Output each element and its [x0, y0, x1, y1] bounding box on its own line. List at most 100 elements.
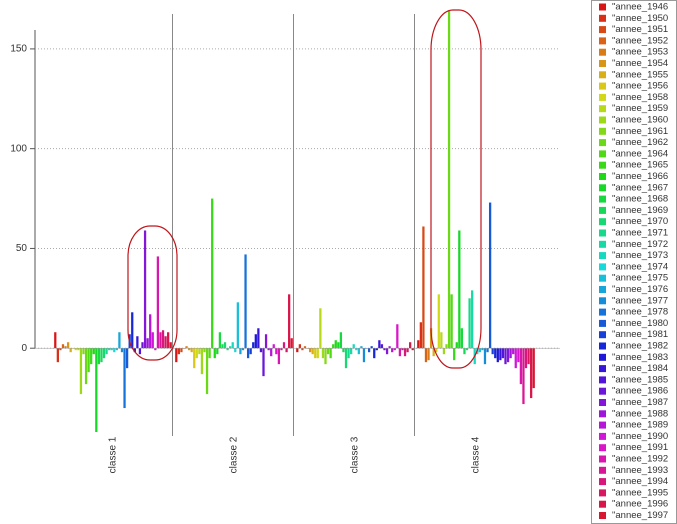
bar — [440, 332, 443, 349]
bar — [118, 332, 121, 349]
bar — [401, 348, 404, 351]
legend-swatch — [599, 399, 606, 406]
bar — [282, 342, 286, 349]
bar — [339, 332, 343, 349]
bar — [154, 348, 157, 351]
bar — [301, 348, 304, 351]
legend-label: "annee_1955 — [612, 69, 668, 80]
legend-label: "annee_1997 — [612, 510, 668, 521]
bar — [239, 348, 242, 355]
legend-swatch — [599, 116, 606, 124]
legend-swatch — [599, 489, 606, 497]
legend-label: "annee_1986 — [612, 386, 668, 397]
legend-label: "annee_1976 — [612, 284, 668, 295]
bar — [262, 348, 265, 377]
bar — [285, 348, 288, 353]
bar — [200, 348, 204, 375]
legend-swatch — [599, 127, 606, 135]
legend-swatch — [599, 444, 606, 452]
legend-swatch — [599, 376, 606, 384]
bar — [527, 348, 530, 365]
legend-swatch — [599, 410, 606, 418]
legend-label: "annee_1978 — [612, 307, 668, 318]
bar — [324, 348, 327, 365]
legend-label: "annee_1946 — [612, 2, 668, 13]
bar — [236, 302, 239, 349]
y-tick-label: 0 — [21, 343, 27, 354]
bar — [167, 332, 170, 349]
bar — [141, 342, 144, 349]
bar — [463, 348, 466, 355]
legend-swatch — [599, 432, 606, 440]
bar — [288, 294, 291, 349]
legend-label: "annee_1983 — [612, 352, 668, 363]
legend-label: "annee_1984 — [612, 363, 668, 374]
bar — [350, 348, 353, 355]
bar — [161, 330, 165, 349]
bar — [334, 340, 337, 349]
bar — [437, 294, 440, 349]
x-tick-label: classe 1 — [108, 436, 119, 473]
legend-swatch — [599, 319, 606, 327]
bar — [56, 348, 59, 363]
bar — [373, 348, 376, 359]
bar — [69, 348, 72, 353]
bar — [159, 332, 162, 349]
bar — [316, 348, 319, 359]
legend-swatch — [599, 150, 606, 158]
bar — [177, 348, 180, 355]
bar — [229, 346, 232, 349]
legend-label: "annee_1969 — [612, 205, 668, 216]
legend-swatch — [599, 173, 606, 180]
bar — [303, 346, 307, 349]
bar — [213, 348, 216, 359]
bar — [385, 348, 389, 355]
bar — [453, 348, 456, 361]
bar — [226, 348, 229, 351]
legend-swatch — [599, 105, 606, 113]
bar — [77, 348, 80, 351]
bar — [241, 348, 245, 351]
legend-swatch — [599, 218, 606, 226]
legend-label: "annee_1960 — [612, 115, 668, 126]
legend-swatch — [599, 184, 606, 192]
bar — [352, 344, 355, 349]
bar — [277, 348, 281, 365]
legend-swatch — [599, 195, 606, 203]
legend-label: "annee_1993 — [612, 465, 668, 476]
bar — [447, 10, 451, 349]
bar — [208, 348, 211, 359]
y-tick-label: 50 — [16, 243, 28, 254]
bar — [398, 348, 402, 357]
bar — [259, 348, 263, 353]
legend-swatch — [599, 455, 606, 463]
legend-label: "annee_1966 — [612, 171, 668, 182]
bar — [427, 348, 430, 361]
bar — [54, 332, 57, 349]
y-tick-label: 100 — [10, 143, 27, 154]
bar — [138, 348, 142, 355]
bar — [100, 348, 103, 363]
bar — [332, 344, 335, 349]
bar — [517, 348, 520, 363]
bar — [175, 348, 178, 363]
bar — [478, 348, 481, 353]
bar — [205, 348, 209, 395]
bar — [424, 348, 428, 363]
bar — [264, 334, 268, 349]
bar — [270, 348, 273, 357]
bar — [146, 338, 149, 349]
bar — [411, 348, 414, 351]
legend-label: "annee_1995 — [612, 487, 668, 498]
bar — [234, 348, 237, 353]
legend-label: "annee_1981 — [612, 329, 668, 340]
legend-label: "annee_1959 — [612, 103, 668, 114]
bar — [143, 230, 147, 349]
legend-label: "annee_1970 — [612, 216, 668, 227]
bar — [125, 348, 129, 369]
bar — [218, 332, 222, 349]
legend-swatch — [599, 421, 606, 429]
bar — [66, 342, 70, 349]
